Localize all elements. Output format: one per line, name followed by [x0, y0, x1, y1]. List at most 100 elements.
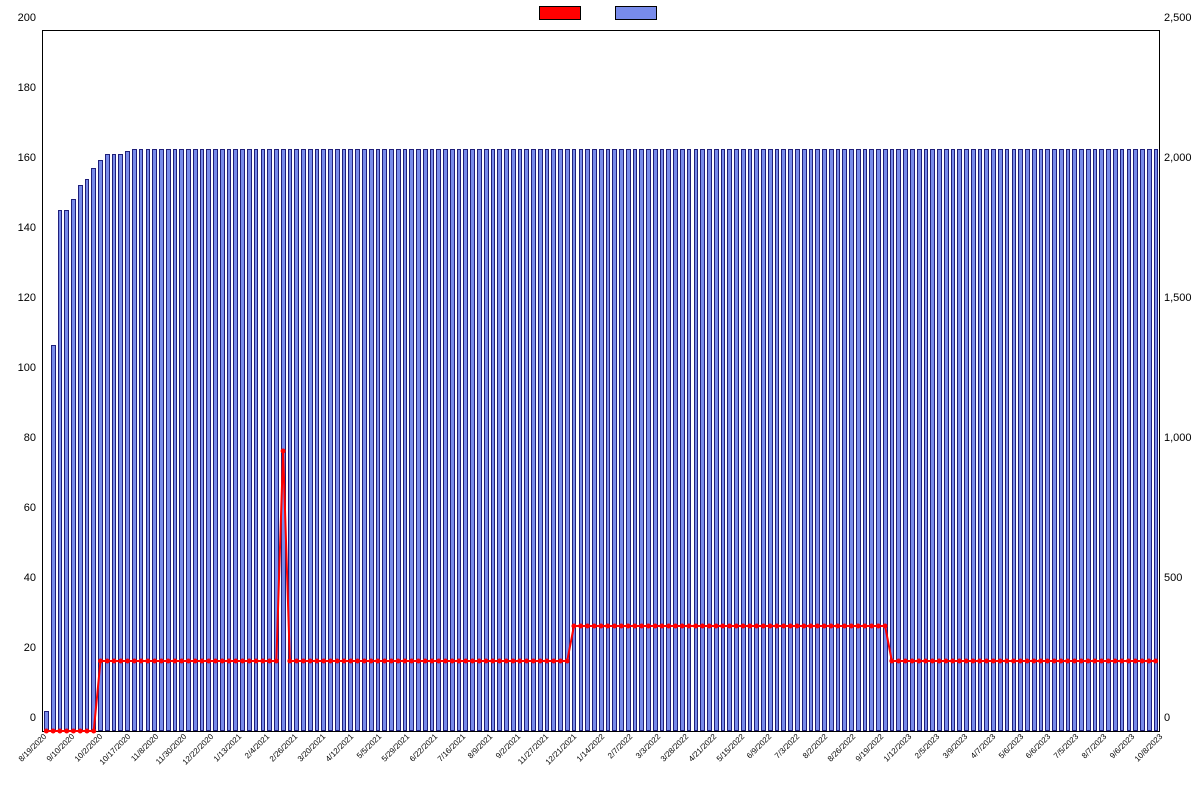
line-marker: [896, 659, 901, 664]
x-tick-label: 2/7/2022: [606, 732, 634, 760]
line-marker: [429, 659, 434, 664]
line-marker: [916, 659, 921, 664]
line-marker: [693, 624, 698, 629]
x-tick-label: 10/8/2023: [1133, 732, 1165, 764]
line-marker: [943, 659, 948, 664]
y-right-tick: 2,000: [1160, 152, 1200, 164]
x-tick-label: 4/21/2022: [686, 732, 718, 764]
x-tick-label: 6/22/2021: [407, 732, 439, 764]
legend-swatch-bar: [615, 6, 657, 20]
line-marker: [828, 624, 833, 629]
line-marker: [612, 624, 617, 629]
y-left-tick: 140: [0, 222, 40, 234]
legend-swatch-line: [539, 6, 581, 20]
line-marker: [571, 624, 576, 629]
line-marker: [923, 659, 928, 664]
line-marker: [450, 659, 455, 664]
line-marker: [781, 624, 786, 629]
y-left-tick: 40: [0, 572, 40, 584]
line-marker: [105, 659, 110, 664]
line-marker: [490, 659, 495, 664]
legend-item-bar: [615, 6, 661, 20]
line-marker: [172, 659, 177, 664]
line-marker: [125, 659, 130, 664]
line-marker: [686, 624, 691, 629]
line-marker: [139, 659, 144, 664]
line-marker: [396, 659, 401, 664]
legend: [539, 6, 661, 20]
y-right-tick: 500: [1160, 572, 1200, 584]
line-marker: [416, 659, 421, 664]
line-marker: [801, 624, 806, 629]
line-marker: [720, 624, 725, 629]
line-marker: [1113, 659, 1118, 664]
x-tick-label: 3/9/2023: [941, 732, 969, 760]
line-marker: [626, 624, 631, 629]
line-marker: [646, 624, 651, 629]
x-tick-label: 6/6/2023: [1024, 732, 1052, 760]
line-marker: [605, 624, 610, 629]
line-marker: [152, 659, 157, 664]
line-marker: [1106, 659, 1111, 664]
line-marker: [910, 659, 915, 664]
line-marker: [1119, 659, 1124, 664]
line-marker: [281, 449, 286, 454]
line-marker: [1058, 659, 1063, 664]
line-marker: [849, 624, 854, 629]
line-marker: [889, 659, 894, 664]
line-marker: [1038, 659, 1043, 664]
line-marker: [835, 624, 840, 629]
y-left-axis: 020406080100120140160180200: [0, 30, 40, 730]
chart-container: 020406080100120140160180200 05001,0001,5…: [0, 0, 1200, 800]
line-marker: [977, 659, 982, 664]
y-right-tick: 2,500: [1160, 12, 1200, 24]
line-marker: [186, 659, 191, 664]
line-marker: [1099, 659, 1104, 664]
line-marker: [1031, 659, 1036, 664]
line-marker: [788, 624, 793, 629]
line-marker: [220, 659, 225, 664]
line-marker: [321, 659, 326, 664]
line-marker: [1146, 659, 1151, 664]
line-marker: [632, 624, 637, 629]
line-marker: [335, 659, 340, 664]
line-marker: [659, 624, 664, 629]
line-marker: [213, 659, 218, 664]
line-marker: [747, 624, 752, 629]
line-marker: [991, 659, 996, 664]
x-tick-label: 7/5/2023: [1052, 732, 1080, 760]
line-marker: [1092, 659, 1097, 664]
line-marker: [680, 624, 685, 629]
line-marker: [328, 659, 333, 664]
legend-item-line: [539, 6, 585, 20]
x-tick-label: 5/15/2022: [714, 732, 746, 764]
line-marker: [504, 659, 509, 664]
line-marker: [355, 659, 360, 664]
line-marker: [795, 624, 800, 629]
line-marker: [436, 659, 441, 664]
y-right-axis: 05001,0001,5002,0002,500: [1160, 30, 1200, 730]
line-marker: [558, 659, 563, 664]
line-marker: [666, 624, 671, 629]
x-tick-label: 3/28/2022: [659, 732, 691, 764]
x-tick-label: 8/7/2023: [1080, 732, 1108, 760]
line-marker: [484, 659, 489, 664]
y-left-tick: 80: [0, 432, 40, 444]
line-marker: [274, 659, 279, 664]
y-right-tick: 1,500: [1160, 292, 1200, 304]
x-tick-label: 7/16/2021: [435, 732, 467, 764]
line-marker: [538, 659, 543, 664]
y-left-tick: 120: [0, 292, 40, 304]
line-marker: [761, 624, 766, 629]
x-tick-label: 1/14/2022: [575, 732, 607, 764]
y-left-tick: 160: [0, 152, 40, 164]
line-marker: [950, 659, 955, 664]
line-marker: [1133, 659, 1138, 664]
line-marker: [179, 659, 184, 664]
line-marker: [159, 659, 164, 664]
x-tick-label: 5/6/2023: [996, 732, 1024, 760]
line-marker: [260, 659, 265, 664]
line-marker: [423, 659, 428, 664]
line-marker: [1065, 659, 1070, 664]
line-marker: [1025, 659, 1030, 664]
